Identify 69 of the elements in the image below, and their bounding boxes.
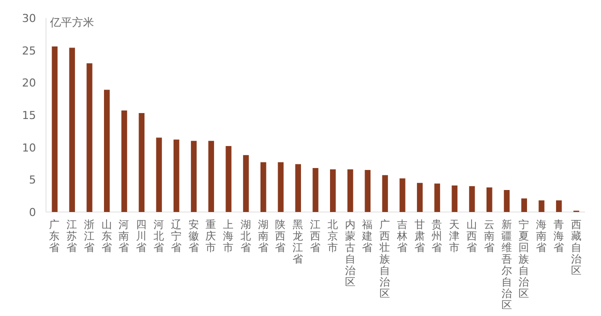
- bar: [347, 169, 354, 212]
- bar: [416, 182, 423, 212]
- x-tick-label: 辽宁省: [170, 219, 182, 254]
- bar: [295, 164, 301, 212]
- x-tick-label: 北京市: [327, 218, 338, 254]
- bar: [382, 175, 388, 212]
- y-tick-label: 30: [22, 12, 36, 25]
- bar: [556, 200, 562, 212]
- bar: [208, 140, 214, 212]
- x-tick-label: 新疆维吾尔自治区: [501, 218, 512, 312]
- bar: [86, 63, 92, 212]
- bar: [138, 113, 144, 212]
- x-tick-label: 江西省: [310, 219, 321, 254]
- x-tick-label: 海南省: [536, 219, 548, 254]
- x-tick-label: 吉林省: [396, 218, 408, 254]
- x-tick-label: 贵州省: [432, 218, 443, 254]
- x-tick-label: 青海省: [553, 218, 564, 254]
- x-tick-label: 安徽省: [188, 218, 200, 254]
- bar: [538, 200, 544, 212]
- bar: [400, 178, 406, 212]
- bar: [452, 185, 458, 212]
- x-tick-label: 河南省: [118, 219, 130, 254]
- bar: [521, 198, 528, 212]
- bar: [104, 90, 110, 212]
- bar: [434, 184, 440, 212]
- bar: [278, 162, 284, 212]
- bar: [174, 140, 180, 212]
- x-tick-label: 重庆市: [206, 218, 217, 254]
- x-tick-label: 河北省: [154, 219, 165, 254]
- y-tick-label: 25: [22, 44, 36, 58]
- x-tick-label: 湖南省: [258, 219, 269, 254]
- x-tick-label: 福建省: [361, 218, 374, 254]
- x-tick-label: 云南省: [484, 219, 495, 254]
- x-tick-label: 甘肃省: [414, 218, 426, 254]
- bar: [52, 46, 58, 212]
- x-tick-label: 广东省: [49, 218, 60, 254]
- y-tick-label: 15: [22, 109, 36, 122]
- bar: [226, 146, 232, 212]
- x-tick-label: 西藏自治区: [570, 219, 582, 277]
- bar: [260, 162, 266, 212]
- bar: [364, 170, 371, 212]
- bar: [190, 140, 197, 212]
- x-tick-label: 四川省: [136, 219, 148, 254]
- y-tick-label: 0: [29, 206, 36, 219]
- x-tick-label: 陕西省: [275, 219, 286, 254]
- bar: [156, 138, 162, 212]
- bar: [486, 187, 492, 212]
- x-tick-label: 黑龙江省: [292, 219, 304, 266]
- y-tick-label: 20: [22, 76, 36, 90]
- x-tick-label: 山西省: [466, 218, 478, 254]
- x-tick-label: 江苏省: [66, 219, 78, 254]
- bar: [243, 155, 249, 212]
- bar: [469, 186, 475, 212]
- y-tick-label: 5: [29, 174, 36, 187]
- x-tick-label: 天津市: [449, 219, 460, 254]
- x-tick-label: 山东省: [101, 218, 112, 254]
- y-tick-label: 10: [22, 141, 36, 154]
- bar: [504, 190, 510, 212]
- x-tick-label: 湖北省: [240, 219, 252, 254]
- x-tick-label: 宁夏回族自治区: [518, 218, 530, 300]
- bar: [69, 48, 75, 212]
- x-tick-label: 广西壮族自治区: [378, 218, 391, 300]
- x-tick-label: 内蒙古自治区: [344, 218, 356, 288]
- x-tick-label: 上海市: [223, 218, 234, 254]
- bar: [312, 168, 318, 212]
- y-axis-title: 亿平方米: [49, 16, 94, 29]
- bar: [121, 110, 128, 212]
- x-tick-label: 浙江省: [84, 218, 95, 254]
- bar: [330, 169, 336, 212]
